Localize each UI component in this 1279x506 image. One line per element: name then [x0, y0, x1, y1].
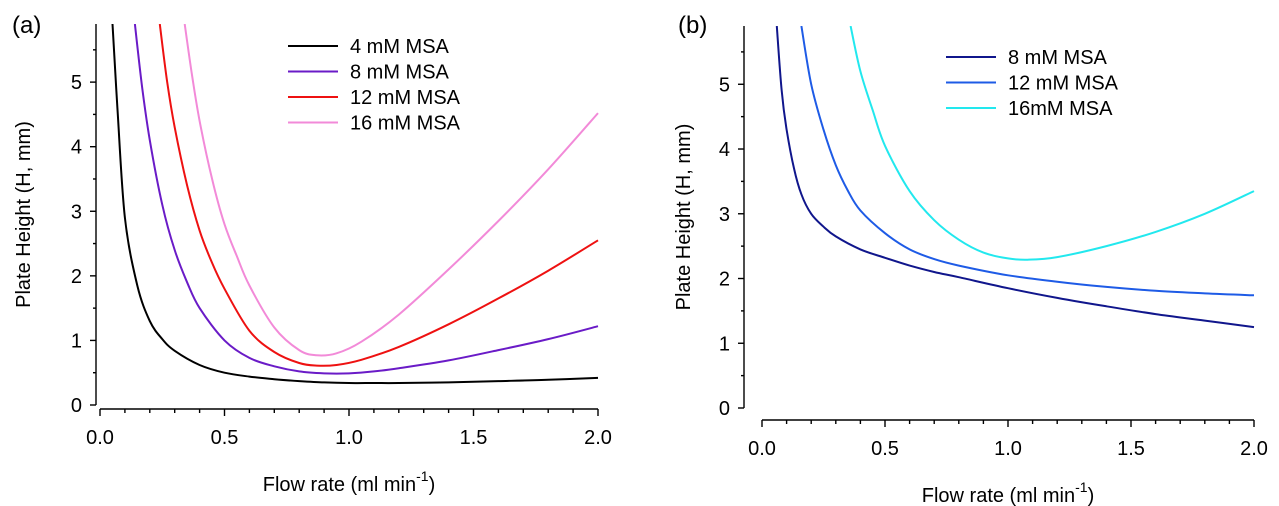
chart-panel-b: (b) 0 1 2 3 4 5 0.0 0.5 1.0 1.5 2.0 Flow rate (ml mi… — [673, 12, 1268, 506]
x-tick-label: 1.0 — [335, 427, 363, 449]
y-tick-label: 2 — [71, 266, 82, 288]
series-group — [111, 24, 599, 385]
series-line-4-mm-msa — [111, 24, 599, 385]
series-line-8-mm-msa — [775, 26, 1255, 329]
y-tick-label: 4 — [71, 137, 82, 159]
x-tick-label: 0.0 — [748, 438, 776, 460]
y-tick-label: 1 — [71, 330, 82, 352]
panel-label: (b) — [678, 12, 707, 39]
y-tick-label: 0 — [719, 398, 730, 420]
legend-label: 16 mM MSA — [350, 113, 461, 135]
x-axis-label: Flow rate (ml min-1) — [263, 468, 435, 496]
legend-label: 12 mM MSA — [1008, 73, 1119, 95]
legend-label: 16mM MSA — [1008, 98, 1113, 120]
legend-label: 12 mM MSA — [350, 87, 461, 109]
x-tick-label: 0.5 — [211, 427, 239, 449]
chart-panel-a: (a) 0 1 2 3 4 5 0.0 0.5 1.0 1.5 2.0 Flow rate (ml mi… — [12, 12, 612, 496]
panel-label: (a) — [12, 12, 41, 39]
series-group — [775, 26, 1255, 329]
legend: 8 mM MSA 12 mM MSA 16mM MSA — [946, 47, 1119, 120]
x-tick-label: 2.0 — [1240, 438, 1268, 460]
x-tick-label: 1.5 — [1117, 438, 1145, 460]
legend-label: 4 mM MSA — [350, 36, 450, 58]
y-tick-label: 3 — [71, 201, 82, 223]
x-tick-label: 2.0 — [584, 427, 612, 449]
y-tick-label: 1 — [719, 333, 730, 355]
x-tick-label: 0.5 — [871, 438, 899, 460]
series-line-12-mm-msa — [800, 26, 1255, 297]
y-tick-label: 0 — [71, 395, 82, 417]
y-tick-label: 3 — [719, 204, 730, 226]
y-tick-label: 5 — [719, 74, 730, 96]
legend: 4 mM MSA 8 mM MSA 12 mM MSA 16 mM MSA — [288, 36, 461, 135]
series-line-16-mm-msa — [183, 24, 599, 357]
y-tick-label: 2 — [719, 269, 730, 291]
x-tick-label: 0.0 — [86, 427, 114, 449]
legend-label: 8 mM MSA — [1008, 47, 1108, 69]
y-axis-label: Plate Height (H, mm) — [13, 121, 35, 308]
x-tick-label: 1.5 — [460, 427, 488, 449]
series-line-12-mm-msa — [158, 24, 599, 367]
series-line-8-mm-msa — [133, 24, 599, 375]
series-line-16mm-msa — [849, 26, 1255, 261]
legend-label: 8 mM MSA — [350, 62, 450, 84]
y-tick-label: 5 — [71, 72, 82, 94]
y-tick-label: 4 — [719, 139, 730, 161]
y-axis-label: Plate Height (H, mm) — [673, 124, 695, 311]
x-tick-label: 1.0 — [994, 438, 1022, 460]
x-axis-label: Flow rate (ml min-1) — [922, 479, 1094, 506]
